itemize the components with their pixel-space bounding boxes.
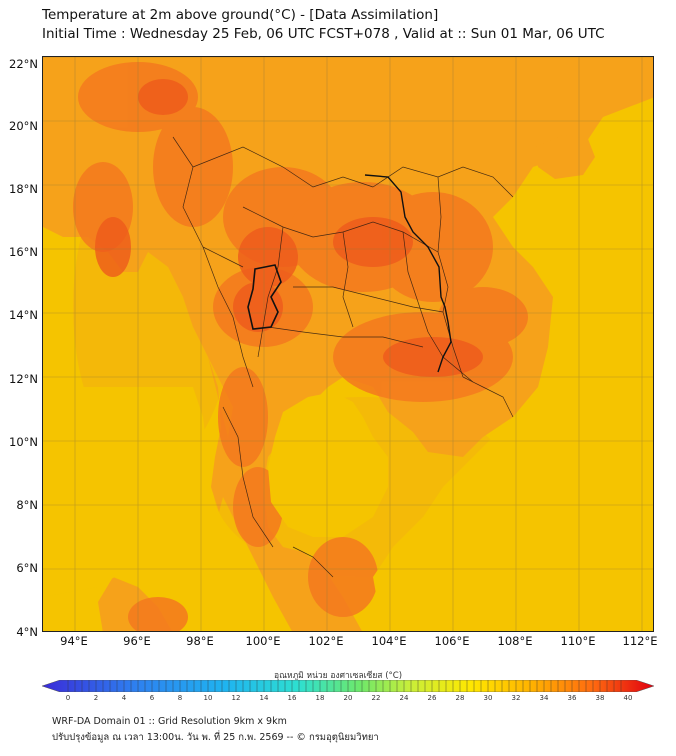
- colorbar-tick-label: 8: [177, 694, 183, 702]
- boundaries: [172, 136, 514, 578]
- colorbar-tick-label: 40: [623, 694, 633, 702]
- lat-label-4n: 4°N: [16, 625, 38, 639]
- lat-label-18n: 18°N: [9, 182, 38, 196]
- lon-label-98e: 98°E: [186, 634, 214, 648]
- map-subtitle: Initial Time : Wednesday 25 Feb, 06 UTC …: [42, 26, 605, 42]
- lon-label-108e: 108°E: [497, 634, 533, 648]
- temperature-colorbar: [42, 680, 654, 692]
- colorbar-tick-label: 24: [399, 694, 409, 702]
- colorbar-tick-label: 26: [427, 694, 437, 702]
- colorbar-tick-label: 12: [231, 694, 241, 702]
- colorbar-tick-label: 18: [315, 694, 325, 702]
- lat-label-6n: 6°N: [16, 561, 38, 575]
- colorbar-tick-label: 38: [595, 694, 605, 702]
- lon-label-106e: 106°E: [434, 634, 470, 648]
- gulf-of-thailand: [268, 392, 388, 537]
- colorbar-tick-label: 16: [287, 694, 297, 702]
- lon-label-102e: 102°E: [308, 634, 344, 648]
- hainan-island: [535, 135, 595, 179]
- footer-update-info: ปรับปรุงข้อมูล ณ เวลา 13:00น. วัน พ. ที่…: [52, 732, 379, 743]
- lat-label-10n: 10°N: [9, 435, 38, 449]
- lat-label-8n: 8°N: [16, 498, 38, 512]
- colorbar-tick-label: 10: [203, 694, 213, 702]
- colorbar-tick-label: 14: [259, 694, 269, 702]
- hot-zones: [95, 79, 483, 377]
- lon-label-104e: 104°E: [371, 634, 407, 648]
- lon-label-112e: 112°E: [622, 634, 658, 648]
- colorbar-title: อุณหภูมิ หน่วย องศาเซลเซียส (°C): [273, 671, 403, 681]
- colorbar-tick-label: 28: [455, 694, 465, 702]
- lon-label-94e: 94°E: [60, 634, 88, 648]
- mekong-border: [364, 174, 452, 373]
- temperature-map: [42, 56, 654, 632]
- lon-label-96e: 96°E: [123, 634, 151, 648]
- colorbar-tick-label: 36: [567, 694, 577, 702]
- lon-label-100e: 100°E: [245, 634, 281, 648]
- lat-label-22n: 22°N: [9, 57, 38, 71]
- colorbar-tick-label: 30: [483, 694, 493, 702]
- colorbar-tick-label: 32: [511, 694, 521, 702]
- colorbar-tick-label: 34: [539, 694, 549, 702]
- colorbar-tick-label: 20: [343, 694, 353, 702]
- lat-label-14n: 14°N: [9, 308, 38, 322]
- colorbar-tick-label: 22: [371, 694, 381, 702]
- lat-label-20n: 20°N: [9, 119, 38, 133]
- colorbar-tick-label: 6: [149, 694, 155, 702]
- bangkok-outline: [247, 264, 282, 330]
- colorbar-tick-label: 0: [65, 694, 71, 702]
- lon-label-110e: 110°E: [560, 634, 596, 648]
- colorbar-tick-label: 2: [93, 694, 99, 702]
- map-title: Temperature at 2m above ground(°C) - [Da…: [42, 7, 439, 23]
- lat-label-16n: 16°N: [9, 245, 38, 259]
- footer-model-info: WRF-DA Domain 01 :: Grid Resolution 9km …: [52, 716, 287, 727]
- graticule: [43, 57, 653, 631]
- colorbar-tick-label: 4: [121, 694, 127, 702]
- lat-label-12n: 12°N: [9, 372, 38, 386]
